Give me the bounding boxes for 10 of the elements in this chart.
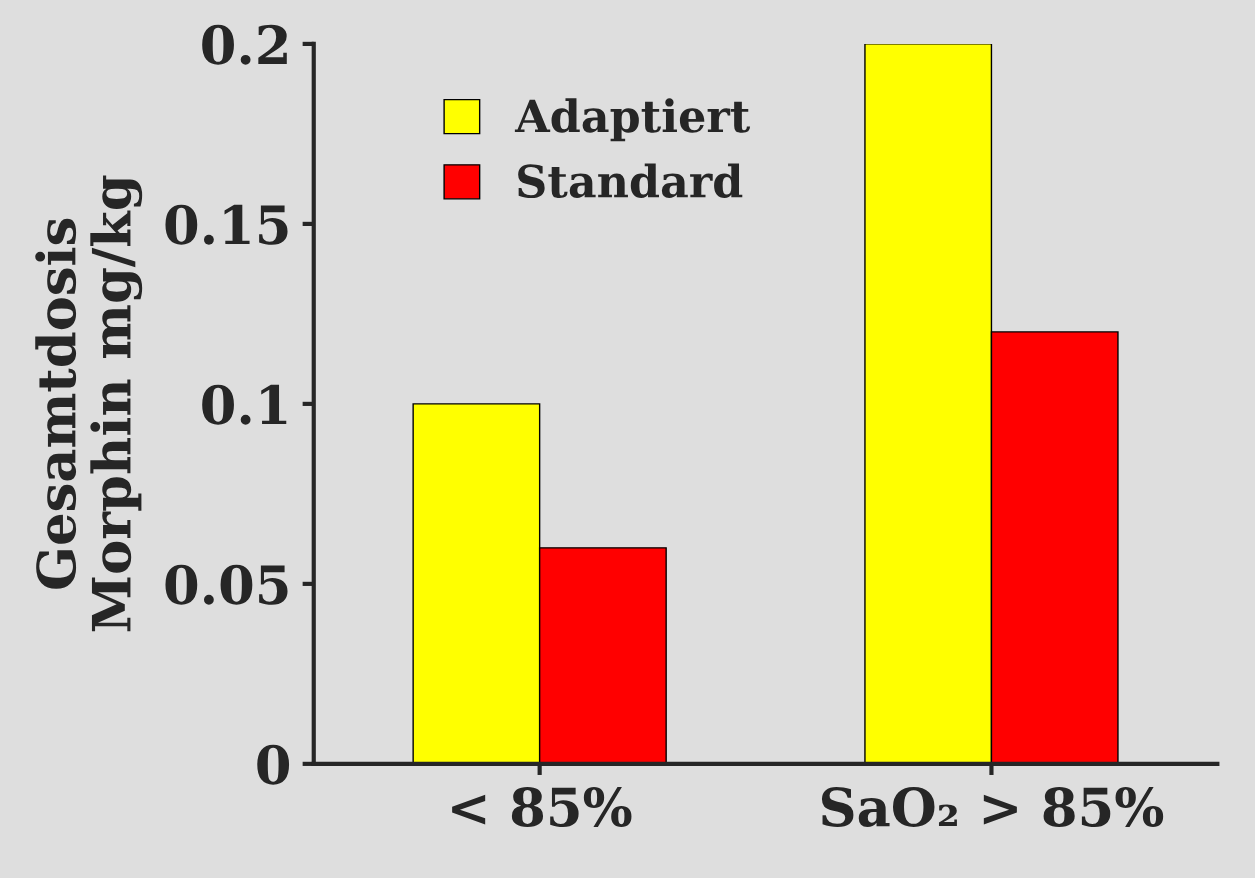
x-tick-label: SaO₂ > 85% <box>821 787 1164 827</box>
y-tick-label: 0 <box>257 744 290 785</box>
y-axis-title: Gesamtdosis Morphin mg/kg <box>35 175 143 632</box>
y-tick-label: 0.2 <box>202 24 287 65</box>
legend-label: Adaptiert <box>514 98 751 142</box>
y-tick-label: 0.15 <box>165 204 288 245</box>
x-tick-label: < 85% <box>452 787 632 827</box>
legend-label: Standard <box>518 163 743 198</box>
y-tick-label: 0.1 <box>202 384 287 425</box>
y-tick-label: 0.05 <box>165 564 288 605</box>
